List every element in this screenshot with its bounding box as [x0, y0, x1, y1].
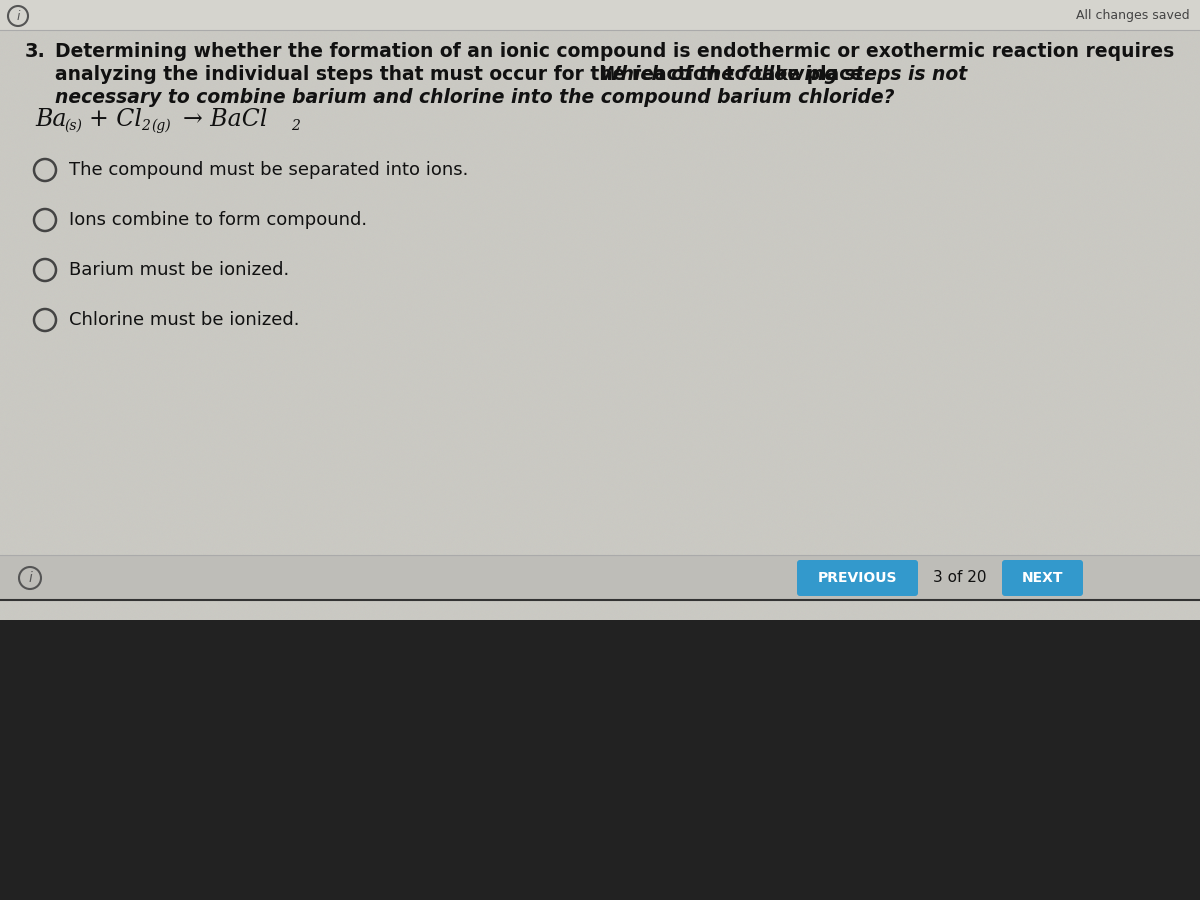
- Text: The compound must be separated into ions.: The compound must be separated into ions…: [70, 161, 468, 179]
- Text: → BaCl: → BaCl: [182, 109, 268, 131]
- Text: 2: 2: [292, 119, 300, 133]
- Text: All changes saved: All changes saved: [1076, 10, 1190, 22]
- FancyBboxPatch shape: [0, 0, 1200, 620]
- FancyBboxPatch shape: [0, 555, 1200, 600]
- Text: Determining whether the formation of an ionic compound is endothermic or exother: Determining whether the formation of an …: [55, 42, 1175, 61]
- Text: necessary to combine barium and chlorine into the compound barium chloride?: necessary to combine barium and chlorine…: [55, 88, 894, 107]
- Text: (g): (g): [151, 119, 170, 133]
- Text: + Cl: + Cl: [89, 109, 142, 131]
- Text: 2: 2: [142, 119, 150, 133]
- Text: 3 of 20: 3 of 20: [934, 570, 986, 585]
- FancyBboxPatch shape: [797, 560, 918, 596]
- Text: analyzing the individual steps that must occur for the reaction to take place.: analyzing the individual steps that must…: [55, 65, 877, 84]
- Text: Ba: Ba: [35, 109, 66, 131]
- Text: 3.: 3.: [25, 42, 46, 61]
- FancyBboxPatch shape: [0, 0, 1200, 30]
- Text: (s): (s): [64, 119, 82, 133]
- Text: i: i: [28, 571, 32, 585]
- FancyBboxPatch shape: [1002, 560, 1084, 596]
- FancyBboxPatch shape: [0, 620, 1200, 900]
- Text: i: i: [17, 10, 19, 22]
- Text: NEXT: NEXT: [1021, 571, 1063, 585]
- Text: Barium must be ionized.: Barium must be ionized.: [70, 261, 289, 279]
- Text: Ions combine to form compound.: Ions combine to form compound.: [70, 211, 367, 229]
- Text: Which of the following steps is not: Which of the following steps is not: [600, 65, 967, 84]
- Text: Chlorine must be ionized.: Chlorine must be ionized.: [70, 311, 300, 329]
- Text: PREVIOUS: PREVIOUS: [817, 571, 898, 585]
